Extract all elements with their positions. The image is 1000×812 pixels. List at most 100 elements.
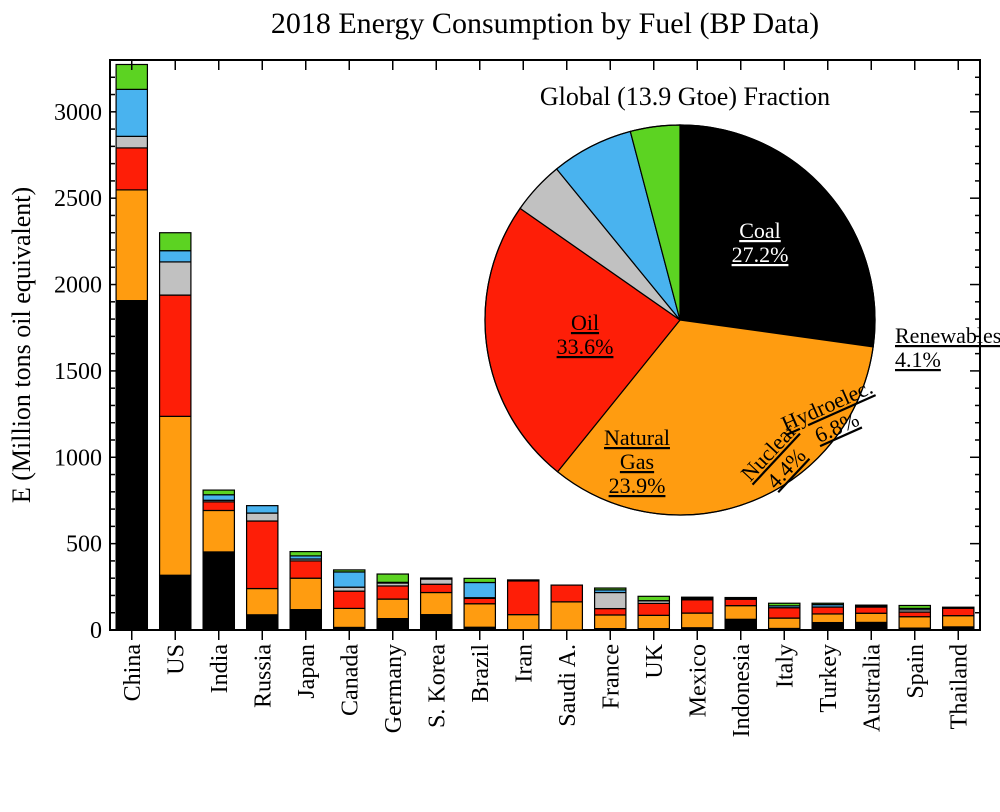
bar-segment <box>247 589 278 615</box>
chart-title: 2018 Energy Consumption by Fuel (BP Data… <box>271 7 819 40</box>
bar-segment <box>116 136 147 148</box>
bar-segment <box>290 552 321 556</box>
bar-segment <box>812 603 843 604</box>
svg-text:Oil: Oil <box>571 310 599 335</box>
bar-segment <box>247 513 278 521</box>
bar-segment <box>290 610 321 630</box>
bar-segment <box>551 585 582 602</box>
bar-segment <box>682 597 713 598</box>
bar-segment <box>769 603 800 606</box>
bar-segment <box>464 583 495 598</box>
x-tick-label: US <box>163 644 189 675</box>
x-tick-label: Japan <box>294 644 320 699</box>
svg-text:Renewables: Renewables <box>895 323 1000 348</box>
bar-segment <box>203 490 234 495</box>
bar-segment <box>377 586 408 599</box>
bar-segment <box>421 584 452 592</box>
bar-segment <box>377 619 408 630</box>
bar-segment <box>943 607 974 608</box>
x-tick-label: Canada <box>337 644 363 716</box>
bar-segment <box>160 575 191 630</box>
x-tick-label: Saudi A. <box>555 644 581 727</box>
bar-segment <box>899 605 930 608</box>
x-tick-label: Iran <box>511 644 537 683</box>
y-tick-label: 0 <box>90 618 102 644</box>
bar-segment <box>725 598 756 599</box>
bar-segment <box>769 608 800 618</box>
x-tick-label: Brazil <box>468 644 494 703</box>
bar-segment <box>421 578 452 579</box>
y-tick-label: 2500 <box>54 186 102 212</box>
x-tick-label: Thailand <box>946 644 972 729</box>
bar-segment <box>160 262 191 295</box>
bar-segment <box>160 233 191 251</box>
bar-segment <box>290 578 321 609</box>
y-axis-label: E (Million tons oil equivalent) <box>7 187 36 503</box>
y-tick-label: 1000 <box>54 445 102 471</box>
chart-svg: 2018 Energy Consumption by Fuel (BP Data… <box>0 0 1000 812</box>
x-tick-label: Mexico <box>685 644 711 717</box>
bar-segment <box>638 615 669 628</box>
svg-text:Gas: Gas <box>620 449 654 474</box>
bar-segment <box>116 148 147 190</box>
x-tick-label: S. Korea <box>424 644 450 728</box>
bar-segment <box>856 605 887 606</box>
svg-text:33.6%: 33.6% <box>557 334 614 359</box>
bar-segment <box>769 618 800 628</box>
bar-segment <box>899 617 930 628</box>
bar-segment <box>116 301 147 630</box>
bar-segment <box>856 613 887 622</box>
x-tick-label: France <box>598 644 624 709</box>
bar-segment <box>725 619 756 630</box>
svg-text:Natural: Natural <box>604 425 670 450</box>
bar-segment <box>725 606 756 620</box>
bar-segment <box>247 521 278 589</box>
bar-segment <box>334 591 365 608</box>
bar-segment <box>203 495 234 501</box>
y-tick-label: 2000 <box>54 273 102 299</box>
x-tick-label: UK <box>642 643 668 678</box>
bar-segment <box>899 612 930 617</box>
svg-text:23.9%: 23.9% <box>609 473 666 498</box>
bar-segment <box>682 613 713 628</box>
bar-segment <box>160 251 191 262</box>
bar-segment <box>595 615 626 629</box>
bar-segment <box>247 615 278 630</box>
bar-segment <box>464 604 495 627</box>
bar-segment <box>682 600 713 613</box>
x-tick-label: China <box>120 644 146 702</box>
svg-text:Coal: Coal <box>739 218 781 243</box>
bar-segment <box>856 622 887 630</box>
bar-segment <box>943 616 974 627</box>
y-tick-label: 1500 <box>54 359 102 385</box>
bar-segment <box>334 608 365 627</box>
x-tick-label: Italy <box>772 644 798 688</box>
bar-segment <box>508 581 539 615</box>
y-tick-label: 500 <box>66 532 102 558</box>
svg-text:4.1%: 4.1% <box>895 347 941 372</box>
bar-segment <box>247 506 278 513</box>
x-tick-label: Turkey <box>816 644 842 712</box>
pie-title: Global (13.9 Gtoe) Fraction <box>540 82 830 111</box>
bar-segment <box>421 593 452 615</box>
pie-slice-label: Renewables4.1% <box>895 323 1000 372</box>
bar-segment <box>203 510 234 551</box>
bar-segment <box>290 561 321 578</box>
bar-segment <box>812 623 843 630</box>
bar-segment <box>595 588 626 590</box>
bar-segment <box>464 578 495 582</box>
bar-segment <box>334 570 365 572</box>
bar-segment <box>377 599 408 619</box>
pie-slice-label: Coal27.2% <box>732 218 789 267</box>
bar-segment <box>595 593 626 609</box>
x-tick-label: Indonesia <box>729 644 755 738</box>
bar-segment <box>638 603 669 615</box>
bar-segment <box>551 602 582 630</box>
bar-segment <box>160 416 191 575</box>
x-tick-label: Australia <box>859 644 885 732</box>
x-tick-label: India <box>207 644 233 694</box>
bar-segment <box>160 295 191 416</box>
bar-segment <box>203 502 234 511</box>
bar-segment <box>638 596 669 600</box>
bar-segment <box>812 614 843 623</box>
